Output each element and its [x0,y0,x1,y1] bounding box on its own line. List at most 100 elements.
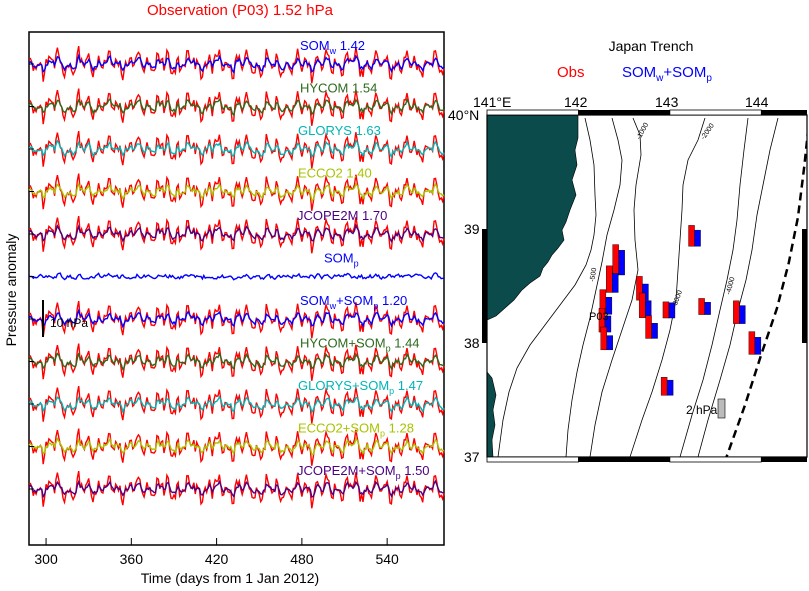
map-title: Japan Trench [609,38,694,54]
model-trace-5 [28,223,445,244]
model-trace-10 [28,436,445,456]
lat-label-38: 38 [464,335,480,351]
contour-1000 [589,117,642,457]
series-label-7: SOMw+SOMp 1.20 [300,293,407,311]
station-obs-bar [733,300,740,324]
series-label-4: ECCO2 1.40 [298,166,372,181]
contour-500 [565,117,623,457]
series-label-3: GLORYS 1.63 [298,123,381,138]
contour-label-4000: -4000 [725,276,736,295]
obs-trace-5 [28,215,445,254]
obs-trace-8 [28,343,445,381]
model-trace-8 [28,351,445,371]
lat-label-39: 39 [464,221,480,237]
legend-model: SOMw+SOMp [622,64,712,84]
frame-segment [761,457,807,462]
model-trace-11 [28,479,445,499]
series-label-1: SOMw 1.42 [300,38,365,56]
obs-trace-7 [28,300,445,339]
lon-label-141: 141°E [473,94,511,110]
station-model-bar [739,305,746,324]
series-label-6: SOMp [324,251,359,269]
contour-2000 [629,117,706,457]
station-model-bar [668,302,676,319]
honshu-coast [487,115,579,321]
time-series-frame [28,31,445,546]
model-trace-6 [28,272,444,281]
x-tick-label-300: 300 [34,551,58,567]
station-obs-bar [662,301,670,319]
frame-segment [669,109,762,116]
station-obs-bar [748,331,756,355]
lat-label-37: 37 [464,449,480,465]
station-model-bar [618,250,625,276]
station-obs-bar [688,225,695,247]
trench-axis [725,128,807,457]
station-label-p03: P03 [589,311,609,323]
frame-segment [486,456,579,463]
fukushima-coast [487,371,497,457]
series-label-10: ECCO2+SOMp 1.28 [298,421,414,439]
time-series-panel: Observation (P03) 1.52 hPa Pressure anom… [3,2,445,586]
x-tick-label-420: 420 [205,551,229,567]
frame-segment [482,229,487,343]
station-obs-bar [645,315,652,339]
y-axis-label: Pressure anomaly [3,234,19,347]
map-frame [482,109,808,463]
station-model-bar [666,379,674,396]
series-label-9: GLORYS+SOMp 1.47 [298,378,423,396]
legend-obs: Obs [557,64,585,81]
lat-label-40: 40°N [448,107,479,123]
model-trace-7 [28,308,445,329]
station-obs-bar [698,298,705,315]
contour-3000 [679,117,749,457]
map-scale-box [717,398,726,419]
station-model-bar [642,283,649,301]
legend-model-sub-w: w [655,73,664,84]
legend-model-main: SOM [622,64,656,81]
contour-200 [497,117,597,457]
x-tick-label-540: 540 [375,551,399,567]
x-axis-label: Time (days from 1 Jan 2012) [141,570,319,586]
obs-trace-1 [28,45,445,84]
lon-label-143: 143 [655,94,679,110]
scale-bar-label: 10 hPa [50,316,88,330]
model-trace-9 [28,395,445,414]
station-model-bar [606,335,613,351]
station-model-bar [754,337,762,355]
station-obs-bar [660,377,668,396]
x-tick-label-360: 360 [120,551,144,567]
obs-trace-11 [28,470,445,509]
map-panel: Japan Trench Obs SOMw+SOMp -1000 -2000 -… [448,38,808,465]
x-tick-label-480: 480 [290,551,314,567]
obs-trace-10 [28,428,445,466]
frame-segment [761,110,807,115]
station-bars [598,225,762,396]
station-model-bar [644,300,652,318]
obs-trace-9 [28,385,445,424]
frame-segment [802,229,807,343]
obs-trace-4 [28,173,445,211]
model-trace-1 [28,52,445,75]
station-model-bar [694,229,701,247]
frame-segment [578,457,670,462]
station-model-bar [605,297,613,315]
obs-trace-3 [28,130,445,169]
series-label-8: HYCOM+SOMp 1.44 [300,336,420,354]
model-trace-4 [28,181,445,202]
x-ticks: 300 360 420 480 540 [34,538,399,567]
series-layer [28,45,445,509]
lon-label-142: 142 [564,94,588,110]
contour-label-500: -500 [589,267,598,282]
legend-model-sub-p: p [706,73,712,84]
frame-segment [486,109,579,116]
series-label-5: JCOPE2M 1.70 [297,208,387,223]
map-scale-label: 2 hPa [686,403,718,417]
station-model-bar [704,302,711,315]
series-label-layer: SOMw 1.42 HYCOM 1.54 GLORYS 1.63 ECCO2 1.40… [297,38,430,481]
frame-segment [669,456,762,463]
station-obs-bar [600,326,607,351]
series-label-11: JCOPE2M+SOMp 1.50 [297,463,430,481]
station-model-bar [651,323,658,339]
station-model-bar [604,315,612,333]
